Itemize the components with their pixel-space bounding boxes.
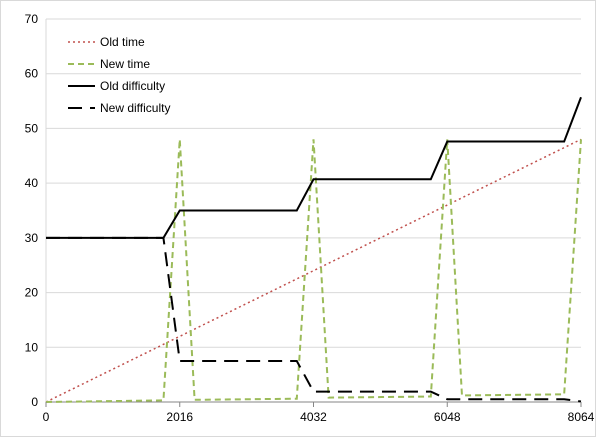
legend-label: New time <box>100 57 150 71</box>
series-line-new-time <box>45 139 582 403</box>
y-tick-label: 40 <box>25 176 39 190</box>
y-tick-label: 70 <box>25 12 39 26</box>
x-tick-label: 4032 <box>300 410 327 424</box>
legend: Old time New time Old difficulty New diffic… <box>68 35 170 115</box>
y-tick-label: 50 <box>25 121 39 135</box>
legend-label: New difficulty <box>100 101 170 115</box>
legend-label: Old time <box>100 35 145 49</box>
series-line-old-time <box>45 138 582 403</box>
y-tick-label: 0 <box>31 395 38 409</box>
x-axis-ticks: 0 2016 4032 6048 8064 <box>43 402 595 424</box>
x-tick-label: 6048 <box>434 410 461 424</box>
y-axis-ticks: 0 10 20 30 40 50 60 70 <box>25 12 39 409</box>
x-tick-label: 2016 <box>166 410 193 424</box>
legend-label: Old difficulty <box>100 79 165 93</box>
series-line-new-difficulty <box>46 236 582 403</box>
y-tick-label: 20 <box>25 286 39 300</box>
y-tick-label: 10 <box>25 340 39 354</box>
y-tick-label: 60 <box>25 67 39 81</box>
x-tick-label: 0 <box>43 410 50 424</box>
series-layer <box>45 96 582 403</box>
x-tick-label: 8064 <box>568 410 595 424</box>
series-line-old-difficulty <box>46 96 582 239</box>
y-tick-label: 30 <box>25 231 39 245</box>
